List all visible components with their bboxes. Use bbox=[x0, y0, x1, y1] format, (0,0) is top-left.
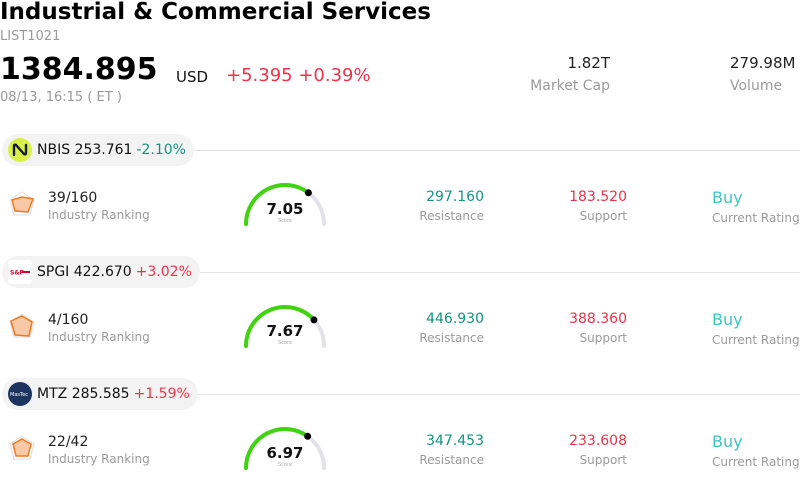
percent-change: +1.59% bbox=[133, 386, 190, 402]
stock-pill[interactable]: MasTec MTZ 285.585 +1.59% bbox=[2, 378, 198, 410]
score-value: 7.05 bbox=[266, 200, 304, 218]
nebius-logo-icon bbox=[8, 138, 32, 162]
resistance-label: Resistance bbox=[419, 209, 484, 223]
industry-rank-label: Industry Ranking bbox=[48, 330, 150, 344]
ticker: SPGI 422.670 bbox=[37, 264, 132, 280]
resistance-value: 446.930 bbox=[426, 311, 484, 327]
score-gauge bbox=[244, 305, 326, 348]
volume-label: Volume bbox=[730, 78, 783, 94]
support-label: Support bbox=[579, 453, 627, 467]
divider bbox=[190, 150, 800, 151]
support-value: 233.608 bbox=[569, 433, 627, 449]
rating-label: Current Rating bbox=[712, 455, 800, 469]
score-gauge bbox=[244, 182, 326, 226]
stock-card[interactable]: S&P SPGI 422.670 +3.02% 4/160 Industry R… bbox=[0, 256, 800, 378]
support-value: 388.360 bbox=[569, 311, 627, 327]
rating-label: Current Rating bbox=[712, 211, 800, 225]
divider bbox=[190, 394, 800, 395]
ticker: MTZ 285.585 bbox=[37, 386, 130, 402]
radar-chart-icon bbox=[9, 313, 35, 338]
market-cap-value: 1.82T bbox=[567, 54, 610, 72]
svg-text:MasTec: MasTec bbox=[10, 392, 28, 398]
mastec-logo-icon: MasTec bbox=[8, 382, 32, 406]
resistance-value: 347.453 bbox=[426, 433, 484, 449]
index-code: LIST1021 bbox=[0, 29, 61, 44]
price-change: +5.395 +0.39% bbox=[226, 65, 371, 86]
stock-card[interactable]: NBIS 253.761 -2.10% 39/160 Industry Rank… bbox=[0, 134, 800, 256]
rating-label: Current Rating bbox=[712, 333, 800, 347]
score-value: 6.97 bbox=[266, 444, 304, 462]
industry-rank: 39/160 bbox=[48, 190, 98, 206]
support-label: Support bbox=[579, 331, 627, 345]
sp-global-logo-icon: S&P bbox=[8, 260, 32, 284]
support-label: Support bbox=[579, 209, 627, 223]
ticker: NBIS 253.761 bbox=[37, 142, 133, 158]
stock-pill[interactable]: NBIS 253.761 -2.10% bbox=[2, 134, 194, 166]
resistance-label: Resistance bbox=[419, 331, 484, 345]
industry-rank: 4/160 bbox=[48, 312, 89, 328]
score-gauge bbox=[244, 427, 326, 470]
resistance-label: Resistance bbox=[419, 453, 484, 467]
stock-pill[interactable]: S&P SPGI 422.670 +3.02% bbox=[2, 256, 200, 288]
divider bbox=[190, 272, 800, 273]
resistance-value: 297.160 bbox=[426, 189, 484, 205]
volume-value: 279.98M bbox=[730, 54, 796, 72]
svg-text:S&P: S&P bbox=[10, 270, 25, 277]
page-title: Industrial & Commercial Services bbox=[0, 0, 431, 25]
rating-value[interactable]: Buy bbox=[712, 432, 743, 451]
score-label: Score bbox=[277, 218, 292, 224]
industry-rank-label: Industry Ranking bbox=[48, 452, 150, 466]
stock-card[interactable]: MasTec MTZ 285.585 +1.59% 22/42 Industry… bbox=[0, 378, 800, 488]
industry-rank: 22/42 bbox=[48, 434, 89, 450]
rating-value[interactable]: Buy bbox=[712, 188, 743, 207]
score-label: Score bbox=[277, 340, 292, 346]
timestamp: 08/13, 16:15 ( ET ) bbox=[0, 90, 122, 105]
score-label: Score bbox=[277, 462, 292, 468]
percent-change: -2.10% bbox=[136, 142, 186, 158]
percent-change: +3.02% bbox=[135, 264, 192, 280]
market-cap-label: Market Cap bbox=[530, 78, 610, 94]
support-value: 183.520 bbox=[569, 189, 627, 205]
index-price: 1384.895 bbox=[0, 52, 158, 87]
score-value: 7.67 bbox=[266, 322, 304, 340]
currency-label: USD bbox=[176, 68, 209, 86]
rating-value[interactable]: Buy bbox=[712, 310, 743, 329]
industry-rank-label: Industry Ranking bbox=[48, 208, 150, 222]
radar-chart-icon bbox=[9, 191, 35, 216]
radar-chart-icon bbox=[9, 435, 35, 460]
